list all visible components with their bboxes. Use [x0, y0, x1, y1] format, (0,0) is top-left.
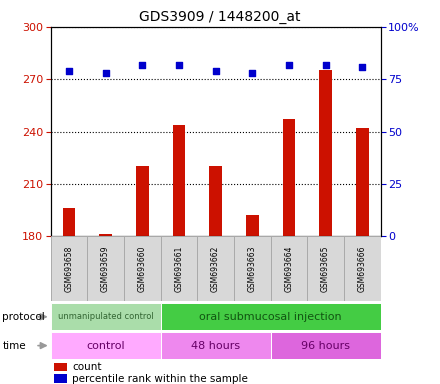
Bar [161, 303, 381, 330]
Text: 96 hours: 96 hours [301, 341, 350, 351]
Bar [136, 166, 149, 236]
Bar [234, 236, 271, 301]
Text: GSM693662: GSM693662 [211, 246, 220, 292]
Text: percentile rank within the sample: percentile rank within the sample [72, 374, 248, 384]
Bar [172, 124, 185, 236]
Point [249, 70, 256, 76]
Point [176, 61, 183, 68]
Point [212, 68, 219, 74]
Text: protocol: protocol [2, 312, 45, 322]
Bar [51, 332, 161, 359]
Bar [54, 362, 67, 371]
Bar [246, 215, 259, 236]
Text: GSM693661: GSM693661 [174, 246, 183, 292]
Bar [99, 234, 112, 236]
Text: oral submucosal injection: oral submucosal injection [199, 312, 342, 322]
Text: time: time [2, 341, 26, 351]
Text: GSM693666: GSM693666 [358, 245, 367, 292]
Bar [87, 236, 124, 301]
Bar [51, 236, 87, 301]
Bar [62, 208, 75, 236]
Point [139, 61, 146, 68]
Bar [161, 236, 197, 301]
Bar [161, 332, 271, 359]
Bar [51, 303, 161, 330]
Text: 48 hours: 48 hours [191, 341, 240, 351]
Bar [319, 71, 332, 236]
Point [102, 70, 109, 76]
Bar [271, 332, 381, 359]
Text: GSM693665: GSM693665 [321, 245, 330, 292]
Bar [344, 236, 381, 301]
Text: GDS3909 / 1448200_at: GDS3909 / 1448200_at [139, 10, 301, 23]
Bar [282, 119, 295, 236]
Bar [124, 236, 161, 301]
Bar [356, 128, 369, 236]
Text: control: control [86, 341, 125, 351]
Text: count: count [72, 362, 102, 372]
Bar [197, 236, 234, 301]
Bar [209, 166, 222, 236]
Point [322, 61, 329, 68]
Text: GSM693663: GSM693663 [248, 245, 257, 292]
Text: GSM693664: GSM693664 [284, 245, 293, 292]
Point [359, 64, 366, 70]
Bar [271, 236, 307, 301]
Point [66, 68, 73, 74]
Text: GSM693659: GSM693659 [101, 245, 110, 292]
Bar [307, 236, 344, 301]
Text: unmanipulated control: unmanipulated control [58, 312, 154, 321]
Point [286, 61, 293, 68]
Text: GSM693660: GSM693660 [138, 245, 147, 292]
Bar [54, 374, 67, 383]
Text: GSM693658: GSM693658 [64, 246, 73, 292]
